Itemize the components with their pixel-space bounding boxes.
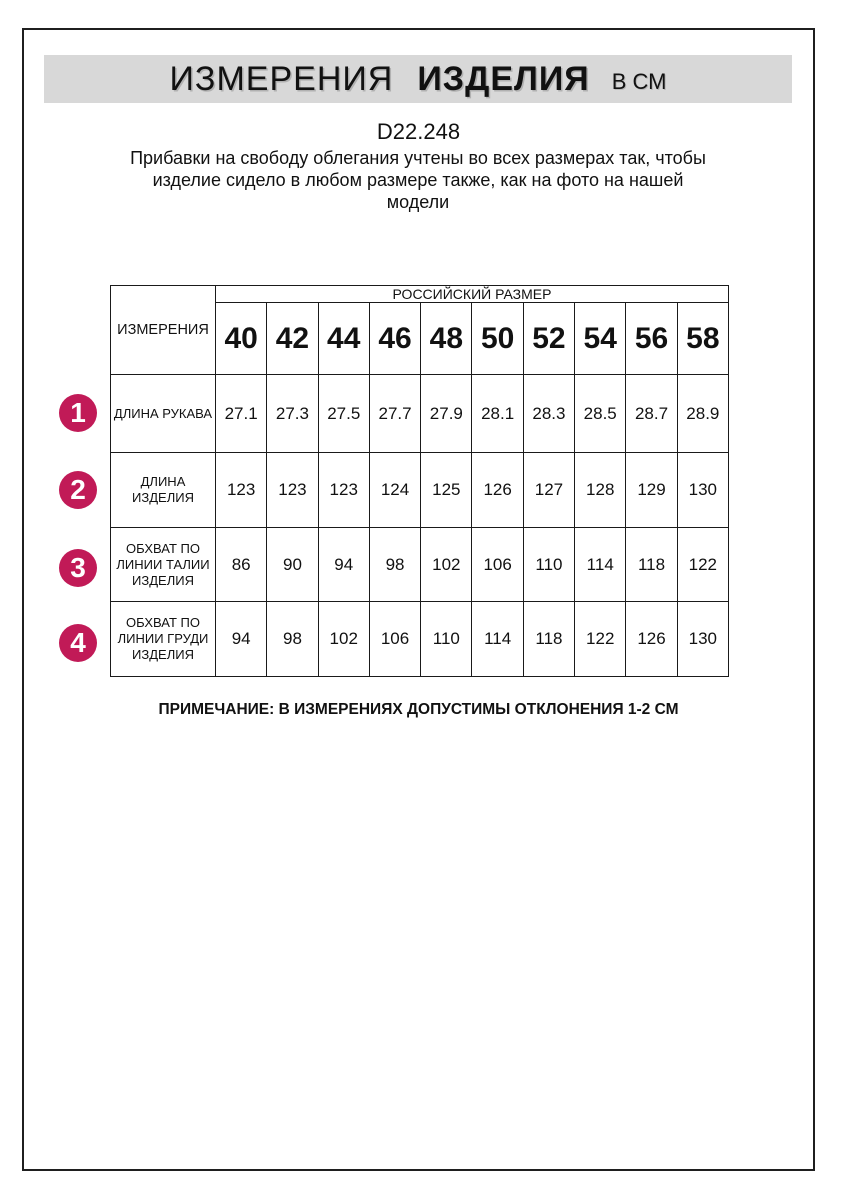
row-marker-3: 3 [59, 549, 97, 587]
cell-value: 27.1 [214, 374, 268, 453]
cell-value: 98 [368, 527, 422, 602]
fit-description-line: Прибавки на свободу облегания учтены во … [130, 148, 706, 168]
size-header: 50 [471, 302, 524, 375]
cell-value: 114 [471, 601, 524, 677]
cell-value: 28.7 [625, 374, 678, 453]
cell-value: 94 [214, 601, 268, 677]
page-border [22, 28, 815, 1171]
fit-description: Прибавки на свободу облегания учтены во … [98, 147, 738, 213]
tolerance-note: ПРИМЕЧАНИЕ: В ИЗМЕРЕНИЯХ ДОПУСТИМЫ ОТКЛО… [158, 701, 679, 718]
measurements-table: ИЗМЕРЕНИЯ РОССИЙСКИЙ РАЗМЕР 40 42 44 46 … [110, 285, 729, 677]
size-header-row: 40 42 44 46 48 50 52 54 56 58 [111, 302, 729, 375]
table-row-sleeve-length: ДЛИНА РУКАВА 27.1 27.3 27.5 27.7 27.9 28… [110, 374, 729, 453]
corner-header: ИЗМЕРЕНИЯ [110, 285, 216, 375]
table-row: ИЗМЕРЕНИЯ РОССИЙСКИЙ РАЗМЕР [110, 285, 729, 375]
cell-value: 27.3 [266, 374, 319, 453]
cell-value: 28.3 [522, 374, 576, 453]
row-label: ОБХВАТ ПО ЛИНИИ ГРУДИ ИЗДЕЛИЯ [110, 601, 216, 677]
cell-value: 126 [471, 452, 524, 528]
cell-value: 27.5 [317, 374, 370, 453]
table-row-waist-girth: ОБХВАТ ПО ЛИНИИ ТАЛИИ ИЗДЕЛИЯ 86 90 94 9… [110, 527, 729, 602]
page-title: ИЗМЕРЕНИЯ [169, 59, 394, 98]
cell-value: 106 [368, 601, 422, 677]
size-header: 54 [574, 302, 627, 375]
cell-value: 102 [420, 527, 473, 602]
cell-value: 123 [317, 452, 370, 528]
page-title-units: В СМ [611, 69, 667, 94]
page-title-emphasis: ИЗДЕЛИЯ [417, 59, 590, 98]
cell-value: 122 [676, 527, 729, 602]
size-header: 52 [522, 302, 576, 375]
model-code: D22.248 [376, 119, 461, 144]
cell-value: 129 [625, 452, 678, 528]
cell-value: 130 [676, 452, 729, 528]
size-header: 48 [420, 302, 473, 375]
row-label: ОБХВАТ ПО ЛИНИИ ТАЛИИ ИЗДЕЛИЯ [110, 527, 216, 602]
size-header: 46 [368, 302, 422, 375]
cell-value: 27.9 [420, 374, 473, 453]
cell-value: 124 [368, 452, 422, 528]
size-header: 58 [676, 302, 729, 375]
cell-value: 27.7 [368, 374, 422, 453]
cell-value: 114 [574, 527, 627, 602]
size-group-header: РОССИЙСКИЙ РАЗМЕР [215, 285, 729, 303]
table-row-chest-girth: ОБХВАТ ПО ЛИНИИ ГРУДИ ИЗДЕЛИЯ 94 98 102 … [110, 601, 729, 677]
cell-value: 110 [522, 527, 576, 602]
cell-value: 118 [522, 601, 576, 677]
cell-value: 28.5 [574, 374, 627, 453]
cell-value: 128 [574, 452, 627, 528]
cell-value: 123 [214, 452, 268, 528]
row-marker-2: 2 [59, 471, 97, 509]
cell-value: 127 [522, 452, 576, 528]
cell-value: 118 [625, 527, 678, 602]
cell-value: 86 [214, 527, 268, 602]
cell-value: 122 [574, 601, 627, 677]
row-label: ДЛИНА ИЗДЕЛИЯ [110, 452, 216, 528]
cell-value: 98 [266, 601, 319, 677]
cell-value: 106 [471, 527, 524, 602]
cell-value: 126 [625, 601, 678, 677]
row-marker-4: 4 [59, 624, 97, 662]
cell-value: 123 [266, 452, 319, 528]
fit-description-line: модели [386, 192, 450, 212]
size-header: 44 [317, 302, 370, 375]
cell-value: 94 [317, 527, 370, 602]
cell-value: 110 [420, 601, 473, 677]
cell-value: 90 [266, 527, 319, 602]
cell-value: 125 [420, 452, 473, 528]
cell-value: 102 [317, 601, 370, 677]
cell-value: 28.9 [676, 374, 729, 453]
size-header: 42 [266, 302, 319, 375]
row-label: ДЛИНА РУКАВА [110, 374, 216, 453]
size-header: 56 [625, 302, 678, 375]
cell-value: 28.1 [471, 374, 524, 453]
table-row-garment-length: ДЛИНА ИЗДЕЛИЯ 123 123 123 124 125 126 12… [110, 452, 729, 528]
title-bar: ИЗМЕРЕНИЯ ИЗДЕЛИЯ В СМ [44, 55, 792, 103]
cell-value: 130 [676, 601, 729, 677]
fit-description-line: изделие сидело в любом размере также, ка… [152, 170, 684, 190]
row-marker-1: 1 [59, 394, 97, 432]
size-header: 40 [214, 302, 268, 375]
